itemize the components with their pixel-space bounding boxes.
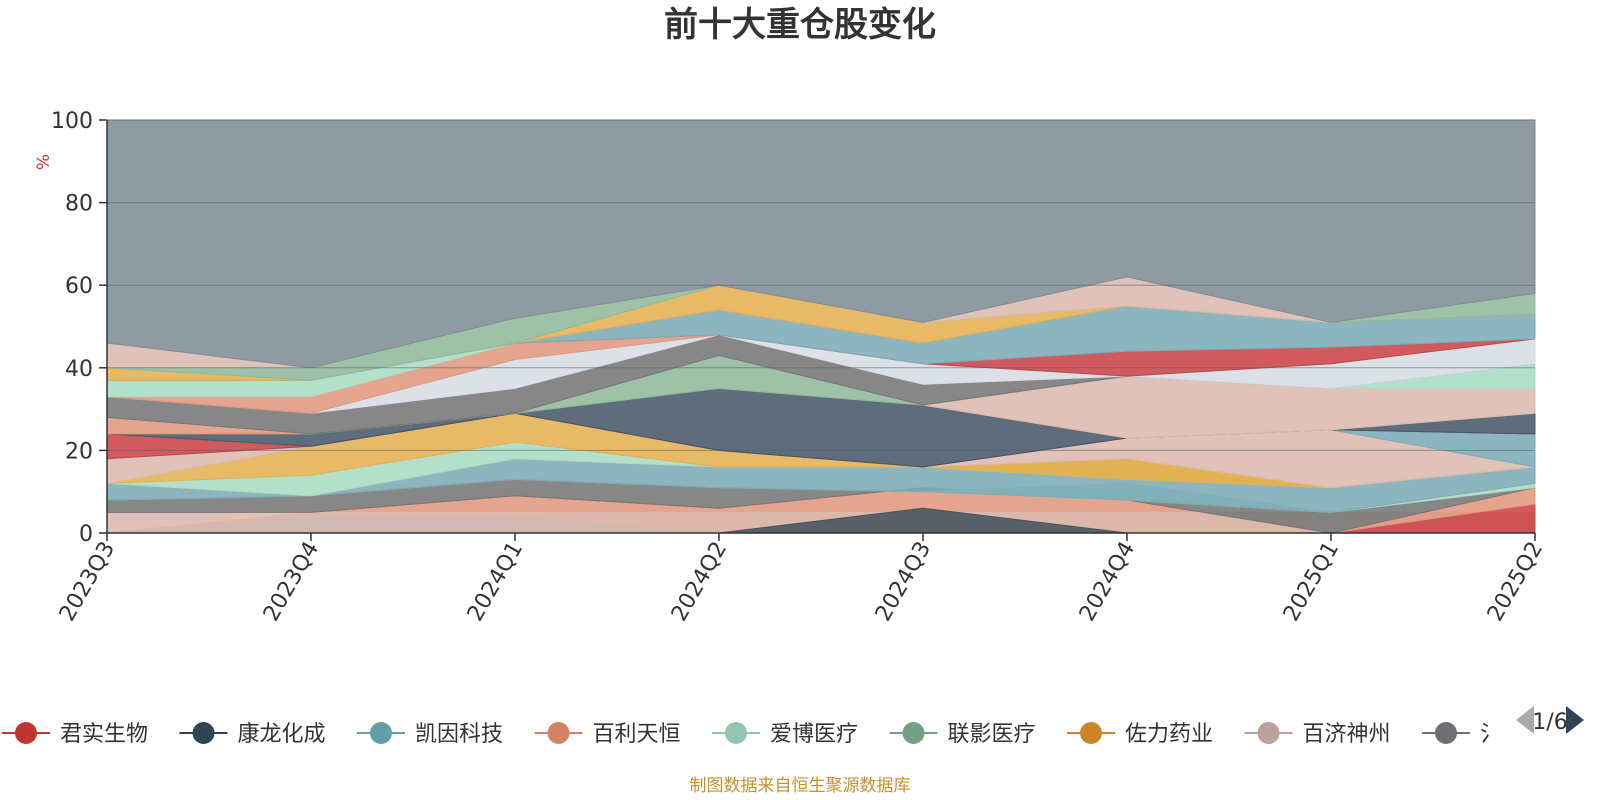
legend-item[interactable]: 康龙化成	[179, 722, 326, 747]
legend-item[interactable]: 君实生物	[2, 722, 148, 747]
x-tick-label: 2024Q1	[463, 538, 528, 626]
legend-marker-icon	[192, 722, 215, 744]
legend-marker-icon	[1435, 722, 1457, 744]
x-tick-label: 2025Q1	[1279, 538, 1344, 626]
legend-marker-icon	[1080, 722, 1102, 744]
x-tick-label: 2023Q4	[259, 538, 324, 626]
legend-label: 凯因科技	[415, 722, 503, 747]
y-tick-label: 60	[65, 274, 93, 299]
y-tick-label: 20	[65, 439, 93, 464]
legend-item[interactable]: 佐力药业	[1067, 722, 1213, 747]
x-tick-label: 2023Q3	[55, 538, 120, 626]
legend-prev-arrow-icon[interactable]	[1516, 706, 1534, 734]
legend-item[interactable]: 氵	[1422, 722, 1502, 747]
legend-page-indicator: 1/6	[1532, 710, 1567, 735]
grid-lines	[107, 119, 1535, 451]
legend-pager: 1/6	[1516, 706, 1584, 735]
legend-item[interactable]: 联影医疗	[889, 722, 1036, 747]
x-tick-label: 2024Q4	[1075, 538, 1140, 626]
legend-label: 百济神州	[1303, 722, 1391, 747]
legend-item[interactable]: 百利天恒	[534, 722, 681, 747]
legend-label: 氵	[1480, 722, 1502, 747]
legend-label: 联影医疗	[948, 722, 1036, 747]
legend-label: 君实生物	[60, 722, 148, 747]
legend-marker-icon	[15, 722, 37, 744]
data-source-note: 制图数据来自恒生聚源数据库	[690, 776, 911, 796]
legend-next-arrow-icon[interactable]	[1566, 706, 1584, 734]
legend-marker-icon	[547, 722, 570, 744]
x-tick-label: 2024Q2	[667, 538, 732, 626]
y-tick-label: 40	[65, 357, 93, 382]
legend-label: 康龙化成	[238, 722, 326, 747]
legend-marker-icon	[1257, 722, 1280, 744]
legend-marker-icon	[902, 722, 925, 744]
legend: 君实生物 康龙化成 凯因科技 百利天恒 爱博医疗 联影医疗 佐力药业 百济神州 氵	[2, 722, 1502, 747]
legend-marker-icon	[370, 722, 392, 744]
legend-item[interactable]: 百济神州	[1244, 722, 1391, 747]
legend-item[interactable]: 爱博医疗	[712, 722, 858, 747]
chart-title: 前十大重仓股变化	[664, 5, 936, 45]
y-tick-label: 80	[65, 192, 93, 217]
x-tick-label: 2025Q2	[1483, 538, 1548, 626]
y-tick-label: 0	[79, 522, 93, 547]
y-axis-unit: %	[34, 154, 54, 170]
legend-label: 百利天恒	[593, 722, 681, 747]
legend-label: 佐力药业	[1125, 722, 1213, 747]
legend-label: 爱博医疗	[770, 722, 858, 747]
y-tick-label: 100	[51, 109, 93, 134]
area-bands	[106, 119, 1536, 534]
legend-marker-icon	[725, 722, 747, 744]
legend-item[interactable]: 凯因科技	[357, 722, 503, 747]
x-tick-label: 2024Q3	[871, 538, 936, 626]
